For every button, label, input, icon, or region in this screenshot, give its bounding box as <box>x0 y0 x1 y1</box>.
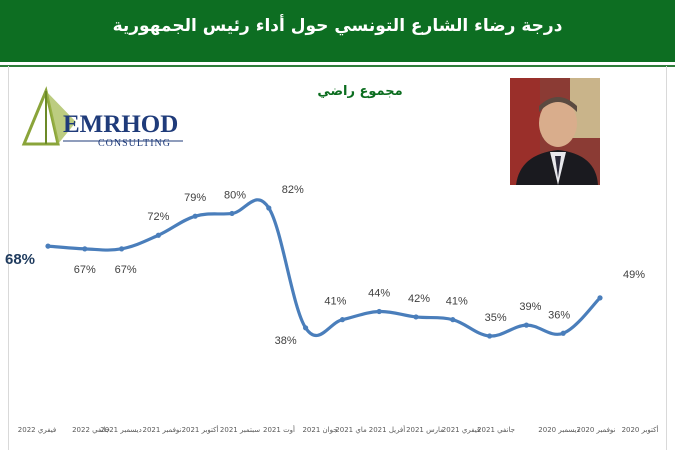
x-tick-label-11: فيفري 2021 <box>442 426 480 434</box>
x-tick-label-12: جانفي 2021 <box>477 426 515 434</box>
data-point-12 <box>487 333 493 339</box>
data-label-13: 39% <box>519 301 541 313</box>
logo-name: EMRHOD <box>63 111 178 138</box>
data-point-5 <box>229 210 235 217</box>
data-point-0 <box>45 243 51 249</box>
data-label-4: 79% <box>184 192 206 204</box>
logo-mark-icon <box>21 86 76 146</box>
x-tick-label-0: فيفري 2022 <box>18 426 56 434</box>
x-tick-label-4: أكتوبر 2021 <box>182 425 219 434</box>
x-tick-label-15: أكتوبر 2020 <box>622 425 659 434</box>
data-point-3 <box>155 232 161 238</box>
x-tick-label-8: ماي 2021 <box>335 426 367 434</box>
x-tick-label-10: مارس 2021 <box>406 426 444 434</box>
x-tick-label-14: نوفمبر 2020 <box>577 426 616 434</box>
x-tick-label-9: أفريل 2021 <box>369 425 406 434</box>
logo-tagline: CONSULTING <box>98 138 171 149</box>
company-logo: EMRHOD CONSULTING <box>21 86 183 149</box>
x-tick-label-13: ديسمبر 2020 <box>538 426 579 434</box>
data-label-15: 49% <box>623 269 645 281</box>
data-point-4 <box>192 213 198 219</box>
data-label-12: 35% <box>485 312 507 324</box>
data-label-1: 67% <box>74 264 96 276</box>
data-point-10 <box>413 314 419 320</box>
president-portrait <box>510 78 600 185</box>
data-label-6: 82% <box>282 184 304 196</box>
x-tick-label-6: أوت 2021 <box>263 425 295 434</box>
right-border-line <box>666 66 667 450</box>
data-label-9: 44% <box>368 287 390 299</box>
series-line <box>47 198 602 338</box>
data-label-3: 72% <box>147 211 169 223</box>
data-point-13 <box>523 322 530 328</box>
left-border-line <box>8 66 9 450</box>
x-tick-label-2: ديسمبر 2021 <box>100 426 141 434</box>
data-label-11: 41% <box>446 296 468 308</box>
data-point-1 <box>82 246 88 252</box>
header-divider <box>0 62 675 65</box>
data-label-0: 68% <box>5 251 35 268</box>
page-title: درجة رضاء الشارع التونسي حول أداء رئيس ا… <box>112 16 563 36</box>
data-point-15 <box>597 295 603 301</box>
data-point-7 <box>303 325 309 331</box>
chart-subtitle: مجموع راضي <box>317 84 403 99</box>
x-tick-label-7: جوان 2021 <box>302 426 337 434</box>
x-tick-label-3: نوفمبر 2021 <box>143 426 182 434</box>
data-label-10: 42% <box>408 293 430 305</box>
data-point-6 <box>266 205 272 211</box>
data-point-2 <box>119 246 125 252</box>
data-point-14 <box>560 330 566 336</box>
x-tick-label-5: سبتمبر 2021 <box>220 426 260 434</box>
header-banner: درجة رضاء الشارع التونسي حول أداء رئيس ا… <box>0 0 675 62</box>
data-label-7: 38% <box>275 335 297 347</box>
data-label-2: 67% <box>115 264 137 276</box>
data-point-9 <box>376 308 382 315</box>
header-underline <box>0 65 675 67</box>
data-label-14: 36% <box>548 309 570 321</box>
x-tick-label-1: جانفي 2022 <box>72 426 110 434</box>
data-point-11 <box>450 317 456 323</box>
data-point-8 <box>339 317 345 323</box>
data-label-5: 80% <box>224 189 246 201</box>
data-label-8: 41% <box>324 296 346 308</box>
